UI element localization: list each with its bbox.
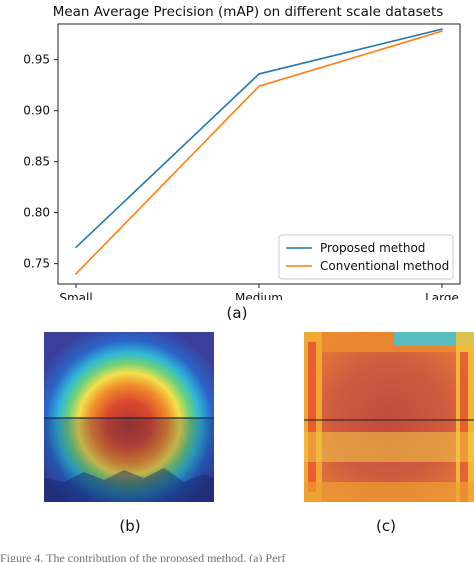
x-tick-label: Small xyxy=(59,291,92,300)
heatmap-c-image xyxy=(304,332,474,502)
data-point xyxy=(441,30,443,32)
heatmap-b-image xyxy=(44,332,214,502)
y-tick-label: 0.95 xyxy=(23,53,50,67)
chart-legend: Proposed method Conventional method xyxy=(278,234,454,280)
panel-a-label: (a) xyxy=(226,304,248,322)
legend-label-proposed: Proposed method xyxy=(320,241,425,255)
data-point xyxy=(258,73,260,75)
y-axis: 0.75 0.80 0.85 0.90 0.95 xyxy=(23,53,58,271)
x-tick-label: Medium xyxy=(235,291,283,300)
y-tick-label: 0.90 xyxy=(23,104,50,118)
data-point xyxy=(441,28,443,30)
series-lines xyxy=(75,28,443,275)
panel-b-label: (b) xyxy=(119,517,141,535)
panel-c-label: (c) xyxy=(376,517,396,535)
y-tick-label: 0.85 xyxy=(23,155,50,169)
x-axis: Small Medium Large xyxy=(59,284,459,300)
y-tick-label: 0.75 xyxy=(23,257,50,271)
data-point xyxy=(258,85,260,87)
figure-caption-fragment: Figure 4. The contribution of the propos… xyxy=(0,545,474,562)
figure-caption-text: Figure 4. The contribution of the propos… xyxy=(0,551,286,562)
data-point xyxy=(75,246,77,249)
y-tick-label: 0.80 xyxy=(23,206,50,220)
x-tick-label: Large xyxy=(425,291,459,300)
chart-title: Mean Average Precision (mAP) on differen… xyxy=(53,4,444,20)
series-line-proposed-method xyxy=(75,28,443,248)
legend-label-conventional: Conventional method xyxy=(320,259,449,273)
map-line-chart: Mean Average Precision (mAP) on differen… xyxy=(23,4,461,300)
data-point xyxy=(75,273,77,275)
